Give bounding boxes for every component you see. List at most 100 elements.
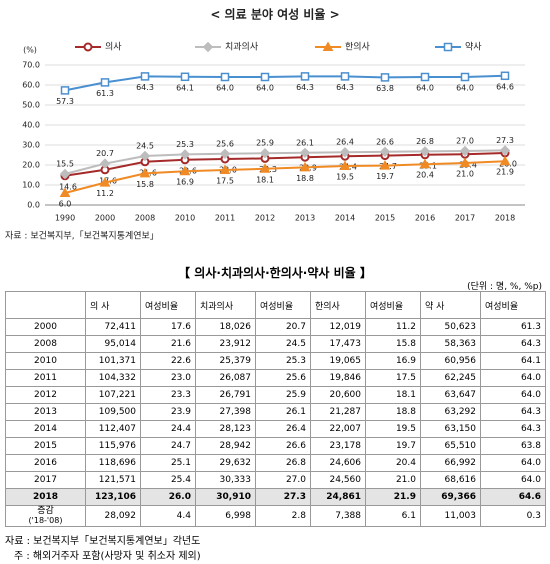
table-cell: 115,976	[85, 437, 141, 455]
table-cell: 2016	[5, 454, 86, 472]
data-label: 61.3	[96, 89, 114, 98]
table-row: 2014 112,407 24.4 28,123 26.4 22,007 19.5 63,15…	[5, 420, 546, 438]
data-label: 25.6	[216, 139, 234, 148]
marker	[179, 149, 191, 160]
x-tick-label: 2015	[375, 214, 395, 223]
y-tick-label: 30.0	[22, 141, 40, 150]
table-cell: 2010	[5, 352, 86, 370]
data-label: 64.3	[136, 83, 154, 92]
table-cell: 23.9	[140, 403, 196, 421]
marker	[139, 167, 151, 178]
legend-label: 의사	[105, 42, 122, 53]
legend-label: 약사	[465, 41, 482, 53]
data-label: 20.7	[96, 149, 114, 158]
table-cell: 여성비율	[255, 291, 311, 319]
table-cell: 64.1	[480, 352, 546, 370]
data-label: 17.5	[216, 177, 234, 186]
table-cell: 23.0	[140, 369, 196, 387]
data-label: 17.6	[99, 176, 117, 185]
table-cell: 118,696	[85, 454, 141, 472]
table-cell: 한의사	[310, 291, 366, 319]
table-cell: 17.5	[365, 369, 421, 387]
change-row: 증감 ('18-'08) 28,092 4.4 6,998 2.8 7,388 6.1 11,0…	[5, 505, 546, 527]
table-cell: 4.4	[140, 505, 196, 527]
table-cell: 69,366	[420, 488, 481, 506]
table-row: 2015 115,976 24.7 28,942 26.6 23,178 19.7 65,51…	[5, 437, 546, 455]
table-cell: 2008	[5, 335, 86, 353]
x-tick-label: 2010	[175, 214, 195, 223]
marker	[420, 72, 430, 82]
data-label: 11.2	[96, 189, 114, 198]
table-cell: 2011	[5, 369, 86, 387]
table-cell: 28,942	[195, 437, 256, 455]
table-cell: 19.7	[365, 437, 421, 455]
marker	[220, 72, 230, 82]
y-tick-label: 0.0	[27, 201, 40, 210]
chart-source: 자료 : 보건복지부,「보건복지통계연보」	[5, 230, 159, 242]
chart: < 의료 분야 여성 비율 > (%) 자료 : 보건복지부,「보건복지통계연보…	[5, 7, 525, 242]
table-cell: 24.7	[140, 437, 196, 455]
table-cell: 66,992	[420, 454, 481, 472]
table-cell: 22,007	[310, 420, 366, 438]
data-label: 16.9	[176, 178, 194, 187]
table-cell: 의 사	[85, 291, 141, 319]
table-cell: 24.5	[255, 335, 311, 353]
y-axis-label: (%)	[23, 46, 37, 55]
data-label: 21.0	[456, 170, 474, 179]
table-cell: 27.3	[255, 488, 311, 506]
table-cell: 치과의사	[195, 291, 256, 319]
table-cell: 약 사	[420, 291, 481, 319]
y-tick-label: 20.0	[22, 161, 40, 170]
table-cell: 68,616	[420, 471, 481, 489]
table-cell: 60,956	[420, 352, 481, 370]
marker	[300, 72, 310, 81]
marker	[339, 160, 351, 170]
x-tick-label: 2016	[415, 214, 435, 223]
marker	[379, 146, 391, 158]
y-tick-label: 40.0	[22, 121, 40, 130]
data-label: 25.3	[176, 140, 194, 149]
marker	[459, 157, 471, 167]
table-cell: 25.4	[140, 471, 196, 489]
table-cell: 24,606	[310, 454, 366, 472]
table-cell: 64.0	[480, 454, 546, 472]
table-cell: 19,846	[310, 369, 366, 387]
table-cell: 26,791	[195, 386, 256, 404]
change-label: ('18-'08)	[28, 516, 63, 525]
table-cell: 0.3	[480, 505, 546, 527]
table-cell: 64.6	[480, 488, 546, 506]
table-cell: 27.0	[255, 471, 311, 489]
chart-title: < 의료 분야 여성 비율 >	[210, 7, 339, 22]
table-cell: 19.5	[365, 420, 421, 438]
marker	[499, 155, 511, 166]
data-label: 26.1	[296, 138, 314, 147]
marker	[443, 42, 453, 52]
marker	[60, 86, 70, 95]
marker	[379, 160, 391, 170]
line	[64, 160, 506, 194]
table-cell: 107,221	[85, 386, 141, 404]
table-cell: 64.3	[480, 420, 546, 438]
table-cell: 19,065	[310, 352, 366, 370]
header-row: 의 사 여성비율 치과의사 여성비율 한의사 여성비율 약 사 여성비율	[5, 291, 546, 319]
marker	[219, 148, 231, 160]
table-cell: 24.4	[140, 420, 196, 438]
table-cell: 26.6	[255, 437, 311, 455]
data-label: 27.3	[496, 136, 514, 145]
table-cell: 2000	[5, 318, 86, 336]
table-cell: 23.3	[140, 386, 196, 404]
table-cell: 2015	[5, 437, 86, 455]
table-row: 2000 72,411 17.6 18,026 20.7 12,019 11.2 50,623…	[5, 318, 546, 336]
data-label: 27.0	[456, 137, 474, 146]
table-cell: 26.4	[255, 420, 311, 438]
table-cell: 64.3	[480, 335, 546, 353]
data-label: 57.3	[56, 97, 74, 106]
table-cell: 28,092	[85, 505, 141, 527]
marker	[179, 165, 191, 176]
table-cell: 24,560	[310, 471, 366, 489]
table-row: 2011 104,332 23.0 26,087 25.6 19,846 17.5 62,24…	[5, 369, 546, 387]
table-cell: 26.1	[255, 403, 311, 421]
note: 자료 : 보건복지부「보건복지통계연보」각년도	[5, 536, 201, 547]
marker	[180, 72, 190, 82]
data-label: 64.0	[216, 84, 234, 93]
